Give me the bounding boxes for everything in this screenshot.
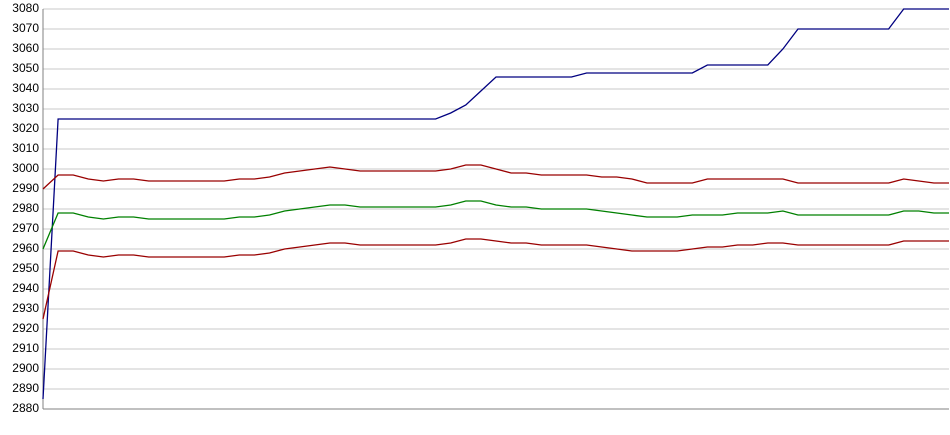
- y-tick-label: 2960: [12, 241, 39, 255]
- y-tick-label: 2970: [12, 221, 39, 235]
- y-tick-label: 3060: [12, 41, 39, 55]
- y-tick-label: 2940: [12, 281, 39, 295]
- y-tick-label: 2880: [12, 401, 39, 415]
- y-tick-label: 2900: [12, 361, 39, 375]
- series-line: [42, 200, 949, 250]
- y-tick-label: 2990: [12, 181, 39, 195]
- y-tick-label: 3000: [12, 161, 39, 175]
- y-tick-label: 3010: [12, 141, 39, 155]
- y-tick-label: 2980: [12, 201, 39, 215]
- series-line: [42, 164, 949, 190]
- y-tick-label: 3050: [12, 61, 39, 75]
- y-tick-label: 3040: [12, 81, 39, 95]
- y-tick-label: 3030: [12, 101, 39, 115]
- y-tick-label: 3070: [12, 21, 39, 35]
- y-tick-label: 2950: [12, 261, 39, 275]
- y-tick-label: 3080: [12, 1, 39, 15]
- y-tick-label: 2890: [12, 381, 39, 395]
- y-tick-label: 2930: [12, 301, 39, 315]
- y-tick-label: 2910: [12, 341, 39, 355]
- y-tick-label: 3020: [12, 121, 39, 135]
- y-tick-label: 2920: [12, 321, 39, 335]
- series-line: [42, 8, 949, 400]
- series-line: [42, 238, 949, 320]
